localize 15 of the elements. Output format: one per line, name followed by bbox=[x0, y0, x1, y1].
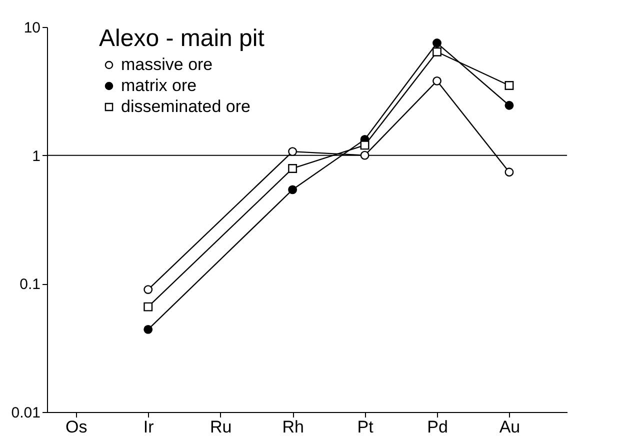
y-tick-label: 1 bbox=[32, 148, 40, 165]
y-tick-label: 0.1 bbox=[20, 276, 40, 294]
y-tick-label: 0.01 bbox=[11, 404, 40, 422]
x-tick-label: Ru bbox=[210, 418, 232, 436]
x-tick-label: Pd bbox=[427, 418, 448, 436]
x-tick-label: Ir bbox=[143, 418, 154, 436]
legend-title: Alexo - main pit bbox=[99, 25, 265, 52]
x-tick-label: Pt bbox=[357, 418, 374, 436]
x-tick-label: Au bbox=[499, 418, 520, 436]
legend-label: matrix ore bbox=[121, 76, 197, 95]
legend-label: disseminated ore bbox=[121, 97, 250, 116]
x-tick-label: Os bbox=[66, 418, 88, 436]
legend-label: massive ore bbox=[121, 55, 213, 74]
y-tick-label: 10 bbox=[24, 20, 40, 36]
x-tick-label: Rh bbox=[282, 418, 304, 436]
